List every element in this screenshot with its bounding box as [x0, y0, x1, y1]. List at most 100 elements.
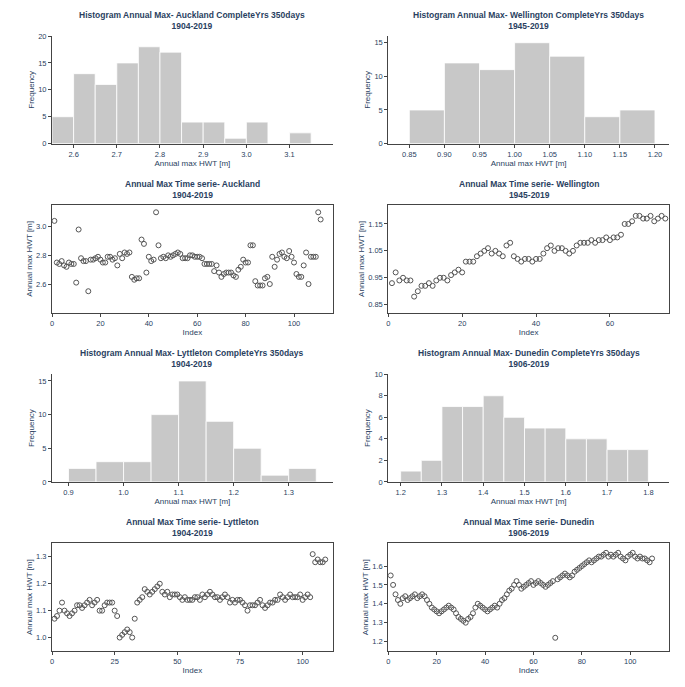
svg-text:1.3: 1.3: [36, 552, 46, 561]
svg-text:2.8: 2.8: [155, 150, 165, 159]
svg-text:0.85: 0.85: [368, 300, 383, 309]
svg-text:15: 15: [38, 377, 46, 386]
svg-text:Annual max HWT [m]: Annual max HWT [m]: [357, 221, 366, 297]
svg-text:Frequency: Frequency: [363, 71, 372, 109]
svg-text:40: 40: [481, 657, 489, 666]
svg-text:Histogram Annual Max- Auckland: Histogram Annual Max- Auckland CompleteY…: [79, 10, 305, 31]
svg-text:0.95: 0.95: [472, 150, 487, 159]
svg-text:Frequency: Frequency: [363, 409, 372, 447]
svg-text:1.4: 1.4: [478, 488, 488, 497]
svg-text:0.85: 0.85: [402, 150, 417, 159]
svg-text:15: 15: [38, 59, 46, 68]
svg-text:1.0: 1.0: [118, 488, 128, 497]
svg-text:3.1: 3.1: [284, 150, 294, 159]
svg-text:6: 6: [379, 413, 383, 422]
svg-text:Annual max HWT [m]: Annual max HWT [m]: [361, 559, 370, 635]
svg-text:10: 10: [374, 370, 382, 379]
svg-text:Histogram Annual Max- Wellingt: Histogram Annual Max- Wellington Complet…: [413, 10, 644, 31]
svg-text:5: 5: [42, 444, 46, 453]
svg-text:0: 0: [379, 139, 383, 148]
svg-text:Frequency: Frequency: [27, 409, 36, 447]
svg-text:1.6: 1.6: [561, 488, 571, 497]
svg-text:1.2: 1.2: [395, 488, 405, 497]
svg-text:Index: Index: [519, 328, 539, 337]
svg-text:2.8: 2.8: [36, 251, 46, 260]
svg-text:Annual max HWT [m]: Annual max HWT [m]: [154, 159, 230, 168]
svg-text:60: 60: [606, 319, 614, 328]
svg-text:1.2: 1.2: [36, 579, 46, 588]
svg-text:Annual Max Time serie- Aucklan: Annual Max Time serie- Auckland1904-2019: [125, 179, 260, 200]
svg-text:20: 20: [96, 319, 104, 328]
svg-text:Annual max HWT [m]: Annual max HWT [m]: [25, 559, 34, 635]
svg-text:4: 4: [379, 434, 383, 443]
svg-text:1.0: 1.0: [36, 633, 46, 642]
svg-text:1.3: 1.3: [372, 618, 382, 627]
svg-text:1.5: 1.5: [372, 581, 382, 590]
svg-text:1.05: 1.05: [542, 150, 557, 159]
svg-text:20: 20: [458, 319, 466, 328]
svg-text:2.7: 2.7: [112, 150, 122, 159]
svg-text:60: 60: [529, 657, 537, 666]
svg-text:1.3: 1.3: [437, 488, 447, 497]
svg-text:40: 40: [532, 319, 540, 328]
svg-text:0: 0: [386, 657, 390, 666]
svg-text:100: 100: [288, 319, 301, 328]
svg-text:0: 0: [42, 478, 46, 487]
svg-text:5: 5: [42, 112, 46, 121]
svg-text:10: 10: [38, 85, 46, 94]
svg-text:Annual Max Time serie- Dunedin: Annual Max Time serie- Dunedin1906-2019: [463, 517, 594, 538]
svg-text:100: 100: [624, 657, 637, 666]
svg-text:1.15: 1.15: [613, 150, 628, 159]
svg-text:0: 0: [50, 657, 54, 666]
svg-text:1.8: 1.8: [643, 488, 653, 497]
svg-text:2: 2: [379, 456, 383, 465]
svg-text:3.0: 3.0: [36, 222, 46, 231]
svg-text:1.6: 1.6: [372, 562, 382, 571]
svg-text:Histogram Annual Max- Lyttleto: Histogram Annual Max- Lyttleton Complete…: [80, 348, 304, 369]
svg-text:1.3: 1.3: [283, 488, 293, 497]
svg-text:50: 50: [173, 657, 181, 666]
svg-text:0.9: 0.9: [63, 488, 73, 497]
svg-text:Histogram Annual Max- Dunedin: Histogram Annual Max- Dunedin CompleteYr…: [418, 348, 640, 369]
svg-text:1.05: 1.05: [368, 246, 383, 255]
svg-text:2.9: 2.9: [198, 150, 208, 159]
svg-text:1.20: 1.20: [648, 150, 663, 159]
svg-text:1.2: 1.2: [372, 637, 382, 646]
svg-text:40: 40: [145, 319, 153, 328]
svg-text:75: 75: [236, 657, 244, 666]
svg-text:Index: Index: [183, 666, 203, 675]
svg-text:3.0: 3.0: [241, 150, 251, 159]
svg-text:Annual Max Time serie- Welling: Annual Max Time serie- Wellington1945-20…: [459, 179, 599, 200]
svg-text:0: 0: [379, 478, 383, 487]
svg-text:25: 25: [110, 657, 118, 666]
svg-text:20: 20: [432, 657, 440, 666]
svg-text:Index: Index: [519, 666, 539, 675]
svg-text:20: 20: [38, 32, 46, 41]
svg-text:Frequency: Frequency: [27, 71, 36, 109]
svg-text:Annual Max Time serie- Lyttlet: Annual Max Time serie- Lyttleton1904-201…: [126, 517, 259, 538]
svg-text:0: 0: [42, 139, 46, 148]
svg-text:15: 15: [374, 38, 382, 47]
svg-text:60: 60: [193, 319, 201, 328]
svg-text:1.10: 1.10: [577, 150, 592, 159]
svg-text:1.1: 1.1: [173, 488, 183, 497]
svg-text:1.00: 1.00: [507, 150, 522, 159]
svg-text:2.6: 2.6: [68, 150, 78, 159]
svg-text:8: 8: [379, 391, 383, 400]
svg-text:Index: Index: [183, 328, 203, 337]
svg-text:1.15: 1.15: [368, 220, 383, 229]
svg-text:0: 0: [50, 319, 54, 328]
svg-text:1.4: 1.4: [372, 599, 382, 608]
svg-text:0.90: 0.90: [437, 150, 452, 159]
svg-text:10: 10: [38, 410, 46, 419]
svg-text:10: 10: [374, 72, 382, 81]
svg-text:Annual max HWT [m]: Annual max HWT [m]: [25, 221, 34, 297]
svg-text:0: 0: [386, 319, 390, 328]
svg-text:Annual max HWT [m]: Annual max HWT [m]: [154, 497, 230, 506]
svg-text:1.7: 1.7: [602, 488, 612, 497]
svg-text:1.2: 1.2: [228, 488, 238, 497]
svg-text:100: 100: [296, 657, 309, 666]
svg-text:80: 80: [241, 319, 249, 328]
svg-text:Annual max HWT [m]: Annual max HWT [m]: [491, 497, 567, 506]
svg-text:5: 5: [379, 106, 383, 115]
